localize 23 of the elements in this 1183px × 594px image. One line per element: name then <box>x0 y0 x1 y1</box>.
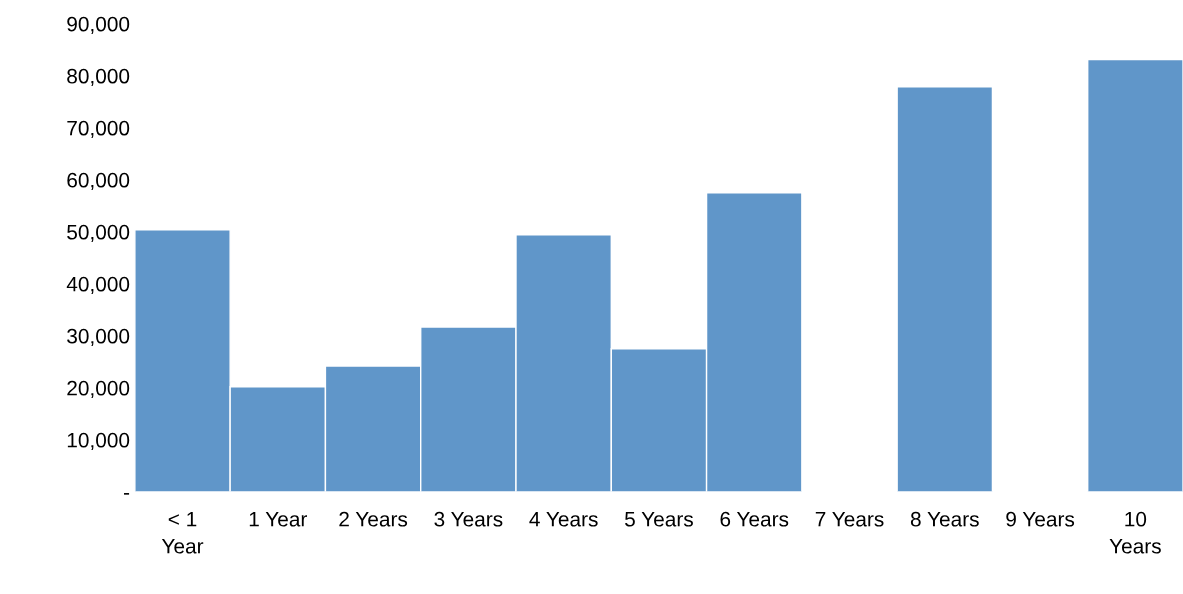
y-tick-label: 40,000 <box>66 276 130 295</box>
bar <box>896 85 994 492</box>
y-tick-label: 60,000 <box>67 172 130 190</box>
x-tick-label: 4 Years <box>529 512 598 527</box>
y-tick-label: 70,000 <box>67 120 130 138</box>
y-tick-label: 30,000 <box>67 328 130 347</box>
y-tick-label: 50,000 <box>67 224 130 243</box>
x-tick-label: 6 Years <box>720 511 789 527</box>
x-tick-label: 7 Years <box>815 512 884 527</box>
y-tick-label: 90,000 <box>67 16 130 34</box>
x-tick-label: 10 Years <box>1109 511 1161 554</box>
x-tick-label: 2 Years <box>339 511 408 527</box>
bar <box>1087 58 1183 492</box>
x-tick-label: < 1 Year <box>161 512 204 554</box>
x-tick-label: 9 Years <box>1006 511 1075 527</box>
y-tick-label: 10,000 <box>67 432 130 451</box>
x-tick-label: 5 Years <box>625 512 693 527</box>
y-tick-label: 80,000 <box>67 68 130 86</box>
y-tick-label: 20,000 <box>67 380 130 399</box>
x-tick-label: 8 Years <box>910 511 979 527</box>
x-tick-label: 3 Years <box>434 511 503 527</box>
y-tick-label: - <box>123 493 130 495</box>
x-tick-label: 1 Year <box>249 512 307 527</box>
